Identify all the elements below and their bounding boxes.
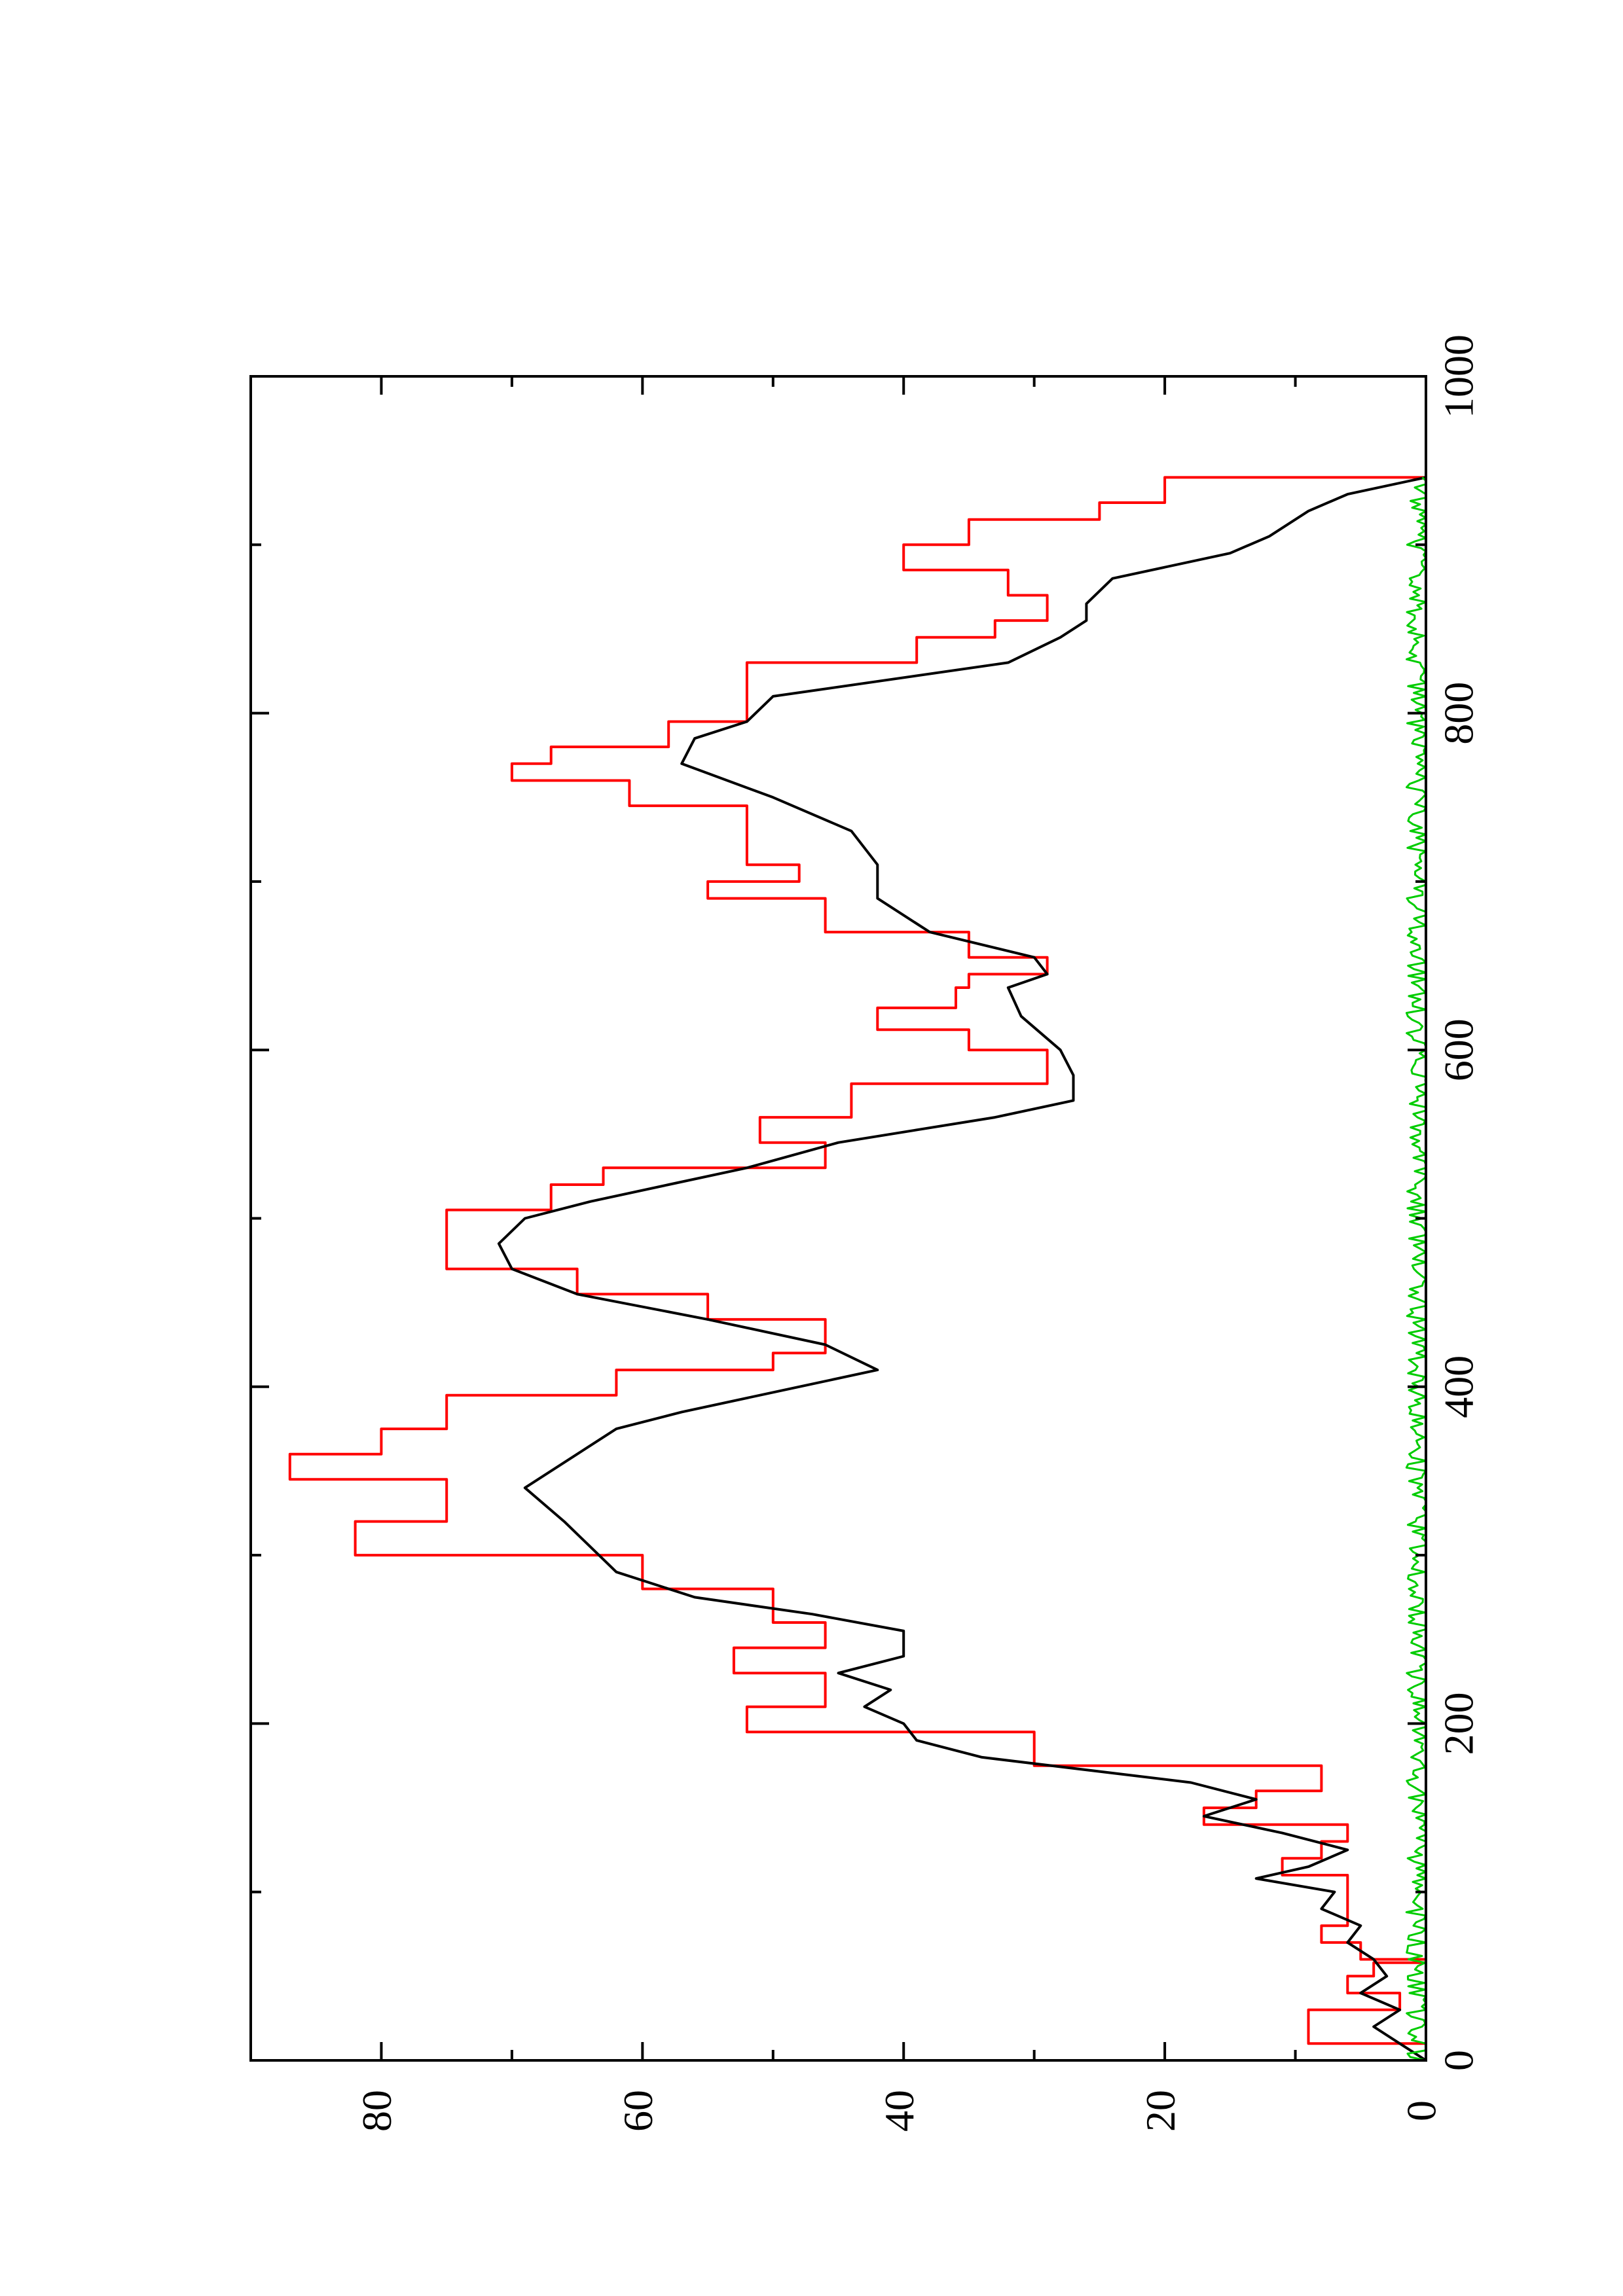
y-tick-label: 0 [1398, 2100, 1445, 2121]
tick-labels-layer: 0 200 400 600 800 1000 0 20 40 60 80 [354, 334, 1482, 2132]
x-tick-label: 0 [1436, 2050, 1482, 2071]
axes-layer [249, 375, 1427, 2062]
series-line-3 [1405, 476, 1427, 2062]
y-tick-label: 40 [876, 2090, 922, 2132]
x-tick-label: 400 [1436, 1355, 1482, 1418]
series-line-1 [288, 476, 1427, 2060]
y-tick-label: 20 [1137, 2090, 1184, 2132]
y-tick-label: 80 [354, 2090, 400, 2132]
x-tick-label: 600 [1436, 1018, 1482, 1081]
y-tick-label: 60 [615, 2090, 661, 2132]
series-layer [288, 476, 1427, 2062]
x-tick-label: 1000 [1436, 334, 1482, 418]
x-tick-label: 800 [1436, 682, 1482, 745]
series-line-2 [497, 476, 1427, 2062]
x-tick-label: 200 [1436, 1692, 1482, 1755]
